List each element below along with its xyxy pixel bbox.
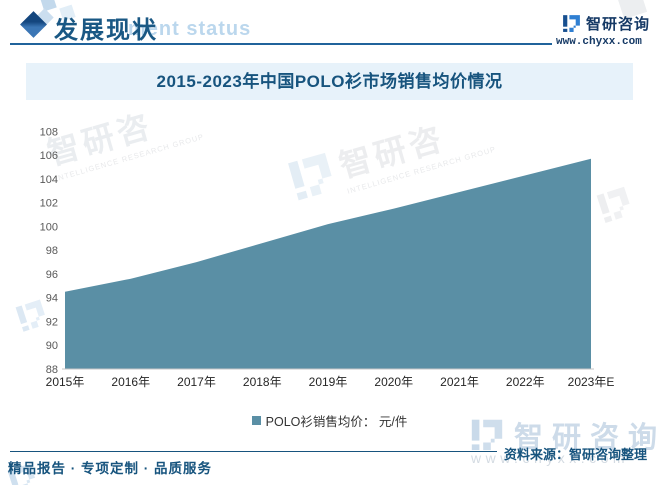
svg-text:2018年: 2018年 [243,375,282,389]
svg-text:98: 98 [46,245,58,257]
footer-services-tagline: 精品报告 · 专项定制 · 品质服务 [8,461,212,476]
brand-logo-icon [563,15,580,32]
header-watermark-text: ment status [128,18,252,40]
brand-lockup [561,12,656,38]
svg-text:102: 102 [40,198,58,210]
svg-text:100: 100 [40,221,58,233]
svg-text:2016年: 2016年 [111,375,150,389]
svg-text:92: 92 [46,316,58,328]
svg-text:2022年: 2022年 [506,375,545,389]
svg-text:2020年: 2020年 [374,375,413,389]
svg-text:104: 104 [40,174,58,186]
page-title: 发展现状 [54,17,158,44]
legend-label: POLO衫销售均价： 元/件 [265,415,408,429]
polo-price-area-chart: 88 90 92 94 96 98 100 102 104 106 108 2015年 2016年 201… [40,126,615,389]
svg-text:2023年E: 2023年E [568,375,615,389]
chart-title-band: 2015-2023年中国POLO衫市场销售均价情况 [26,63,633,100]
svg-text:90: 90 [46,340,58,352]
svg-text:88: 88 [46,364,58,376]
header-divider [10,43,552,45]
brand-name: 智研咨询 [586,16,651,33]
svg-text:2021年: 2021年 [440,375,479,389]
svg-text:2019年: 2019年 [309,375,348,389]
svg-text:2017年: 2017年 [177,375,216,389]
chart-legend: POLO衫销售均价： 元/件 [0,411,659,430]
footer-divider [10,451,497,452]
svg-text:96: 96 [46,269,58,281]
svg-text:108: 108 [40,126,58,138]
svg-text:106: 106 [40,150,58,162]
data-source-note: 资料来源：智研咨询整理 [504,447,648,462]
chart-title: 2015-2023年中国POLO衫市场销售均价情况 [156,72,503,91]
svg-text:2015年: 2015年 [46,375,85,389]
legend-marker-icon [251,416,261,425]
svg-text:94: 94 [46,293,58,305]
brand-url: www.chyxx.com [556,36,642,48]
